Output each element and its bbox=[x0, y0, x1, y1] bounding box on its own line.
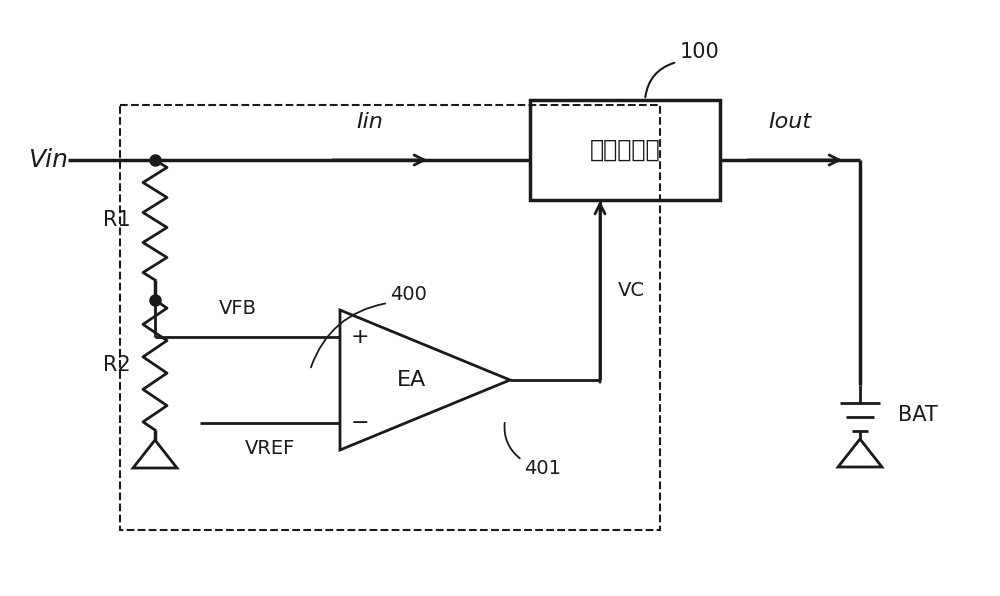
FancyArrowPatch shape bbox=[645, 63, 674, 97]
Text: R2: R2 bbox=[103, 355, 131, 375]
Text: 401: 401 bbox=[524, 458, 561, 477]
Text: 功率变换器: 功率变换器 bbox=[590, 138, 660, 162]
FancyArrowPatch shape bbox=[504, 423, 520, 458]
Text: BAT: BAT bbox=[898, 405, 938, 425]
Text: VC: VC bbox=[618, 281, 645, 300]
Text: EA: EA bbox=[397, 370, 426, 390]
Text: 400: 400 bbox=[390, 285, 427, 305]
Bar bbox=[530, 100, 720, 200]
Text: Iout: Iout bbox=[768, 112, 812, 132]
Text: Vin: Vin bbox=[28, 148, 68, 172]
Text: VREF: VREF bbox=[245, 439, 295, 458]
Text: −: − bbox=[351, 414, 369, 433]
Text: R1: R1 bbox=[103, 210, 131, 230]
Bar bbox=[120, 105, 660, 530]
Text: 100: 100 bbox=[680, 42, 720, 62]
FancyArrowPatch shape bbox=[311, 303, 385, 367]
Text: Iin: Iin bbox=[357, 112, 383, 132]
Text: VFB: VFB bbox=[218, 299, 256, 318]
Text: +: + bbox=[351, 327, 369, 347]
